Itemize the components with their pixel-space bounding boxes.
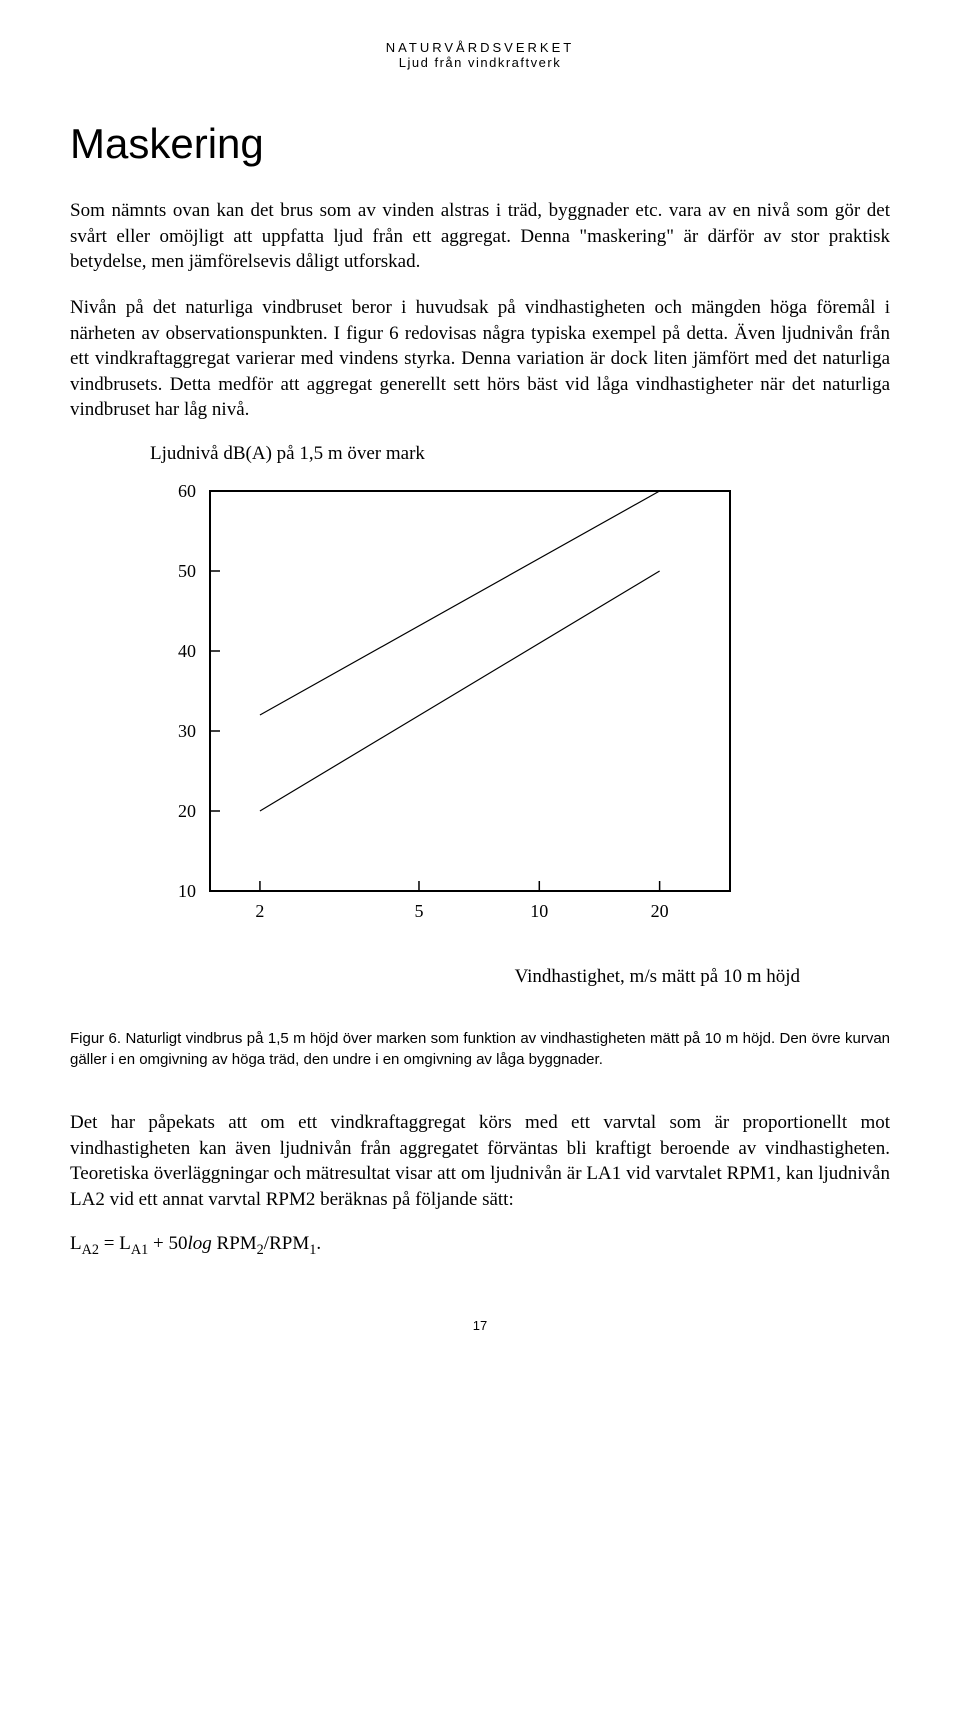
svg-text:50: 50	[178, 561, 196, 581]
paragraph-1: Som nämnts ovan kan det brus som av vind…	[70, 198, 890, 275]
svg-text:10: 10	[530, 901, 548, 921]
chart-svg: 60 50 40 30 20 10 2 5 10 20	[130, 471, 770, 951]
svg-text:20: 20	[178, 801, 196, 821]
chart-y-axis-label: Ljudnivå dB(A) på 1,5 m över mark	[150, 443, 890, 465]
page: NATURVÅRDSVERKET Ljud från vindkraftverk…	[0, 0, 960, 1373]
chart-x-axis-label: Vindhastighet, m/s mätt på 10 m höjd	[70, 966, 800, 988]
svg-text:60: 60	[178, 481, 196, 501]
header-org: NATURVÅRDSVERKET	[70, 40, 890, 55]
paragraph-2: Nivån på det naturliga vindbruset beror …	[70, 295, 890, 423]
page-number: 17	[70, 1318, 890, 1333]
formula: LA2 = LA1 + 50log RPM2/RPM1.	[70, 1233, 890, 1259]
svg-text:40: 40	[178, 641, 196, 661]
svg-text:30: 30	[178, 721, 196, 741]
figure-caption: Figur 6. Naturligt vindbrus på 1,5 m höj…	[70, 1028, 890, 1070]
svg-text:5: 5	[414, 901, 423, 921]
running-header: NATURVÅRDSVERKET Ljud från vindkraftverk	[70, 40, 890, 70]
header-subtitle: Ljud från vindkraftverk	[70, 55, 890, 70]
svg-text:2: 2	[255, 901, 264, 921]
chart-figure: 60 50 40 30 20 10 2 5 10 20	[130, 471, 890, 956]
page-title: Maskering	[70, 120, 890, 168]
svg-text:10: 10	[178, 881, 196, 901]
paragraph-3: Det har påpekats att om ett vindkraftagg…	[70, 1110, 890, 1213]
svg-text:20: 20	[651, 901, 669, 921]
